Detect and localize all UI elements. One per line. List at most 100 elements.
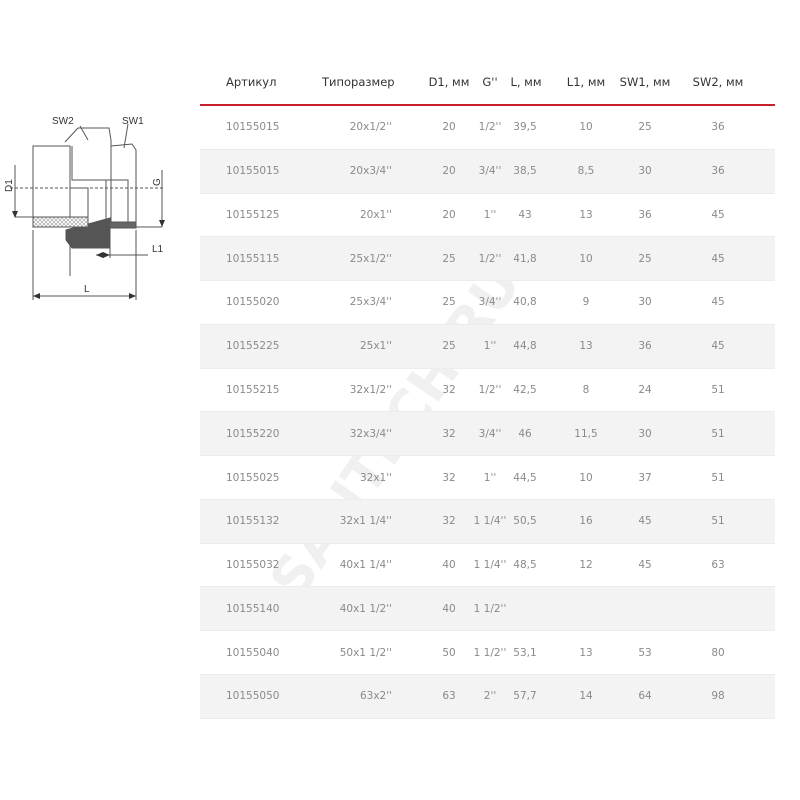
cell-g: 1 1/4'' (473, 559, 507, 572)
cell-size: 32x1 1/4'' (339, 515, 392, 528)
table-row: 10155225 25x1'' 25 1'' 44,8 13 36 45 (200, 324, 775, 369)
cell-article: 10155132 (226, 515, 280, 528)
cell-size: 25x1'' (359, 340, 392, 353)
cell-l: 41,8 (513, 252, 537, 265)
cell-article: 10155015 (226, 165, 280, 178)
cell-l1: 8,5 (577, 165, 595, 178)
cell-sw2: 51 (711, 515, 725, 528)
cell-sw2: 80 (711, 646, 725, 659)
cell-sw2: 51 (711, 383, 725, 396)
cell-sw1: 25 (638, 121, 652, 134)
table-row: 10155050 63x2'' 63 2'' 57,7 14 64 98 (200, 674, 775, 719)
table-row: 10155015 20x1/2'' 20 1/2'' 39,5 10 25 36 (200, 106, 775, 150)
cell-sw1: 30 (638, 427, 652, 440)
cell-l1: 9 (582, 296, 590, 309)
header-d1: D1, мм (428, 75, 470, 89)
cell-l (510, 587, 540, 630)
table-row: 10155220 32x3/4'' 32 3/4'' 46 11,5 30 51 (200, 412, 775, 457)
cell-size: 25x3/4'' (349, 296, 392, 309)
cell-l1: 10 (579, 121, 593, 134)
cell-sw2: 45 (711, 340, 725, 353)
cell-article: 10155220 (226, 427, 280, 440)
label-l: L (84, 284, 90, 295)
cell-d1: 50 (442, 646, 456, 659)
cell-l1: 10 (579, 252, 593, 265)
cell-size: 40x1 1/4'' (339, 559, 392, 572)
header-g: G'' (482, 75, 498, 89)
label-g: G (152, 178, 163, 186)
cell-l: 57,7 (513, 690, 537, 703)
cell-g: 1 1/2'' (473, 602, 507, 615)
label-sw2: SW2 (52, 116, 74, 127)
header-sw2: SW2, мм (692, 75, 744, 89)
cell-g: 1 1/2'' (473, 646, 507, 659)
cell-d1: 20 (442, 121, 456, 134)
cell-g: 1 1/4'' (473, 515, 507, 528)
table-row: 10155132 32x1 1/4'' 32 1 1/4'' 50,5 16 45 51 (200, 499, 775, 544)
cell-l: 50,5 (513, 515, 537, 528)
cell-sw2: 98 (711, 690, 725, 703)
cell-sw2: 51 (711, 471, 725, 484)
cell-size: 25x1/2'' (349, 252, 392, 265)
table-row: 10155140 40x1 1/2'' 40 1 1/2'' (200, 587, 775, 632)
cell-l1: 11,5 (574, 427, 598, 440)
cell-sw2: 36 (711, 121, 725, 134)
cell-l: 39,5 (513, 121, 537, 134)
cell-g: 1/2'' (478, 383, 502, 396)
cell-l1: 16 (579, 515, 593, 528)
cell-g: 1'' (483, 208, 497, 221)
cell-size: 50x1 1/2'' (339, 646, 392, 659)
cell-size: 40x1 1/2'' (339, 602, 392, 615)
cell-sw2 (690, 587, 746, 630)
cell-article: 10155032 (226, 559, 280, 572)
cell-sw1: 45 (638, 559, 652, 572)
cell-l: 44,8 (513, 340, 537, 353)
cell-sw1 (620, 587, 670, 630)
cell-article: 10155050 (226, 690, 280, 703)
cell-l: 48,5 (513, 559, 537, 572)
table-row: 10155115 25x1/2'' 25 1/2'' 41,8 10 25 45 (200, 237, 775, 282)
cell-article: 10155225 (226, 340, 280, 353)
table-header: Артикул Типоразмер D1, мм G'' L, мм L1, … (200, 60, 775, 106)
cell-sw1: 64 (638, 690, 652, 703)
cell-article: 10155040 (226, 646, 280, 659)
cell-sw2: 45 (711, 208, 725, 221)
cell-d1: 32 (442, 383, 456, 396)
cell-l: 44,5 (513, 471, 537, 484)
cell-l1: 13 (579, 208, 593, 221)
cell-g: 3/4'' (478, 165, 502, 178)
cell-l1: 14 (579, 690, 593, 703)
cell-sw1: 45 (638, 515, 652, 528)
label-sw1: SW1 (122, 116, 144, 127)
cell-sw1: 24 (638, 383, 652, 396)
cell-l1: 10 (579, 471, 593, 484)
cell-d1: 20 (442, 165, 456, 178)
cell-article: 10155140 (226, 602, 280, 615)
table-row: 10155125 20x1'' 20 1'' 43 13 36 45 (200, 194, 775, 238)
cell-sw1: 53 (638, 646, 652, 659)
cell-size: 20x1'' (359, 208, 392, 221)
table-row: 10155020 25x3/4'' 25 3/4'' 40,8 9 30 45 (200, 281, 775, 325)
cell-sw2: 45 (711, 252, 725, 265)
header-sw1: SW1, мм (619, 75, 671, 89)
cell-size: 32x1/2'' (349, 383, 392, 396)
cell-sw2: 36 (711, 165, 725, 178)
cell-d1: 32 (442, 427, 456, 440)
cell-d1: 40 (442, 602, 456, 615)
cell-sw1: 36 (638, 208, 652, 221)
cell-d1: 25 (442, 252, 456, 265)
cell-size: 32x3/4'' (349, 427, 392, 440)
cell-g: 2'' (483, 690, 497, 703)
header-size: Типоразмер (322, 75, 395, 89)
cell-l: 38,5 (513, 165, 537, 178)
cell-l: 42,5 (513, 383, 537, 396)
label-d1: D1 (4, 179, 15, 192)
cell-d1: 25 (442, 340, 456, 353)
cell-d1: 32 (442, 515, 456, 528)
cell-sw2: 51 (711, 427, 725, 440)
specs-table: Артикул Типоразмер D1, мм G'' L, мм L1, … (200, 60, 775, 719)
cell-article: 10155115 (226, 252, 280, 265)
cell-size: 63x2'' (359, 690, 392, 703)
cell-g: 3/4'' (478, 427, 502, 440)
cell-g: 3/4'' (478, 296, 502, 309)
